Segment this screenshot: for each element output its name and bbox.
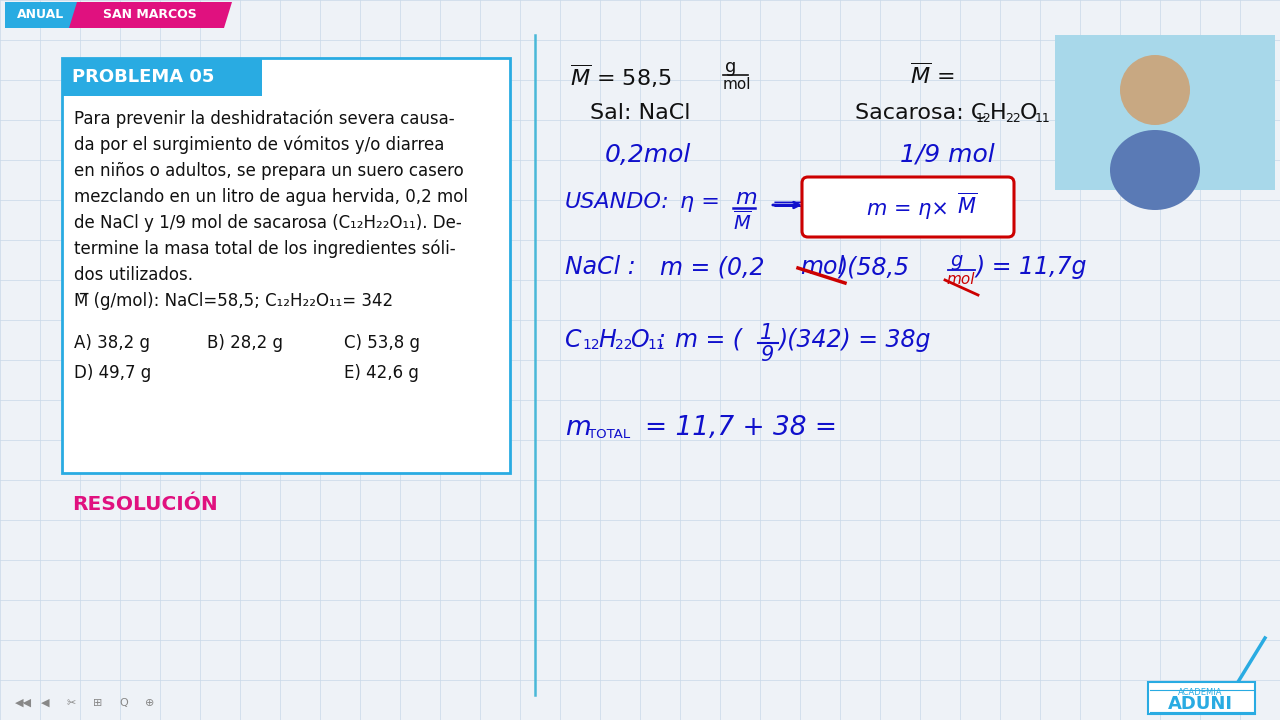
Text: m: m xyxy=(564,415,591,441)
Text: mezclando en un litro de agua hervida, 0,2 mol: mezclando en un litro de agua hervida, 0… xyxy=(74,188,468,206)
Text: mol: mol xyxy=(723,77,751,92)
Text: = 11,7 + 38 =: = 11,7 + 38 = xyxy=(645,415,837,441)
FancyBboxPatch shape xyxy=(803,177,1014,237)
Text: 11: 11 xyxy=(646,338,664,352)
Text: $\overline{M}$: $\overline{M}$ xyxy=(957,192,977,217)
Text: USANDO:: USANDO: xyxy=(564,192,669,212)
FancyBboxPatch shape xyxy=(1148,682,1254,714)
Text: H: H xyxy=(989,103,1006,123)
Text: 9: 9 xyxy=(760,345,773,365)
Text: E) 42,6 g: E) 42,6 g xyxy=(344,364,419,382)
Text: ANUAL: ANUAL xyxy=(18,9,64,22)
Text: B) 28,2 g: B) 28,2 g xyxy=(207,334,283,352)
Text: SAN MARCOS: SAN MARCOS xyxy=(104,9,197,22)
Text: m = (0,2: m = (0,2 xyxy=(660,255,764,279)
Text: ⟹: ⟹ xyxy=(773,192,809,216)
Text: ACADEMIA: ACADEMIA xyxy=(1178,688,1222,697)
Text: )(58,5: )(58,5 xyxy=(838,255,909,279)
Text: $\overline{M}$ =: $\overline{M}$ = xyxy=(910,62,955,88)
Text: Sacarosa: C: Sacarosa: C xyxy=(855,103,987,123)
Text: Para prevenir la deshidratación severa causa-: Para prevenir la deshidratación severa c… xyxy=(74,110,454,128)
Text: 1: 1 xyxy=(760,323,773,343)
Text: mol: mol xyxy=(946,272,974,287)
Text: O: O xyxy=(1020,103,1038,123)
Text: de NaCl y 1/9 mol de sacarosa (C₁₂H₂₂O₁₁). De-: de NaCl y 1/9 mol de sacarosa (C₁₂H₂₂O₁₁… xyxy=(74,214,462,232)
FancyBboxPatch shape xyxy=(1055,35,1275,190)
Text: ✂: ✂ xyxy=(67,698,77,708)
Text: TOTAL: TOTAL xyxy=(588,428,630,441)
Text: Q: Q xyxy=(119,698,128,708)
Text: 1/9 mol: 1/9 mol xyxy=(900,143,995,167)
FancyBboxPatch shape xyxy=(61,58,262,96)
Text: 12: 12 xyxy=(977,112,992,125)
Text: Sal: NaCl: Sal: NaCl xyxy=(590,103,690,123)
FancyBboxPatch shape xyxy=(61,58,509,473)
Circle shape xyxy=(1120,55,1190,125)
Text: 0,2mol: 0,2mol xyxy=(605,143,691,167)
Text: ) = 11,7g: ) = 11,7g xyxy=(975,255,1087,279)
Text: 12: 12 xyxy=(582,338,599,352)
Text: :: : xyxy=(658,328,666,352)
Text: g: g xyxy=(724,58,736,76)
Text: NaCl :: NaCl : xyxy=(564,255,636,279)
Text: m: m xyxy=(735,188,756,208)
FancyBboxPatch shape xyxy=(5,2,77,28)
Text: H: H xyxy=(598,328,616,352)
Text: C: C xyxy=(564,328,581,352)
Text: A) 38,2 g: A) 38,2 g xyxy=(74,334,150,352)
Text: ADUNI: ADUNI xyxy=(1167,695,1233,713)
Text: ⊞: ⊞ xyxy=(93,698,102,708)
Text: en niños o adultos, se prepara un suero casero: en niños o adultos, se prepara un suero … xyxy=(74,162,463,180)
Text: 22: 22 xyxy=(1005,112,1020,125)
Text: PROBLEMA 05: PROBLEMA 05 xyxy=(72,68,214,86)
Text: 22: 22 xyxy=(614,338,632,352)
Text: D) 49,7 g: D) 49,7 g xyxy=(74,364,151,382)
Text: ⊕: ⊕ xyxy=(145,698,155,708)
Text: $\overline{M}$: $\overline{M}$ xyxy=(733,210,751,233)
Text: 11: 11 xyxy=(1036,112,1051,125)
Ellipse shape xyxy=(1110,130,1201,210)
Text: M̅ (g/mol): NaCl=58,5; C₁₂H₂₂O₁₁= 342: M̅ (g/mol): NaCl=58,5; C₁₂H₂₂O₁₁= 342 xyxy=(74,292,393,310)
Text: dos utilizados.: dos utilizados. xyxy=(74,266,193,284)
Text: RESOLUCIÓN: RESOLUCIÓN xyxy=(72,495,218,514)
Text: $\overline{M}$ = 58,5: $\overline{M}$ = 58,5 xyxy=(570,62,672,89)
Text: mol: mol xyxy=(800,255,844,279)
Polygon shape xyxy=(69,2,232,28)
Text: m = η×: m = η× xyxy=(867,199,948,219)
Text: C) 53,8 g: C) 53,8 g xyxy=(344,334,420,352)
Text: da por el surgimiento de vómitos y/o diarrea: da por el surgimiento de vómitos y/o dia… xyxy=(74,136,444,155)
Text: )(342) = 38g: )(342) = 38g xyxy=(778,328,931,352)
Text: m = (: m = ( xyxy=(675,328,742,352)
Text: η =: η = xyxy=(680,192,719,212)
Text: ◀: ◀ xyxy=(41,698,50,708)
Text: ◀◀: ◀◀ xyxy=(15,698,32,708)
Text: termine la masa total de los ingredientes sóli-: termine la masa total de los ingrediente… xyxy=(74,240,456,258)
Text: O: O xyxy=(630,328,649,352)
Text: g: g xyxy=(950,251,963,270)
